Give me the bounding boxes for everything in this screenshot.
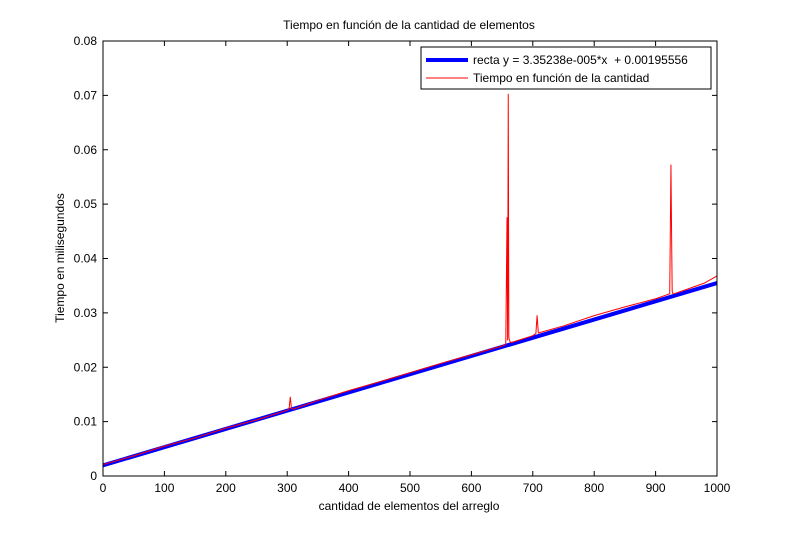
legend-label-fit: recta y = 3.35238e-005*x + 0.00195556 xyxy=(473,53,688,67)
y-axis-label: Tiempo en milisegundos xyxy=(53,193,67,323)
y-tick-label: 0.01 xyxy=(74,415,98,429)
y-tick-label: 0.05 xyxy=(74,197,98,211)
x-tick-label: 300 xyxy=(277,481,297,495)
x-tick-label: 500 xyxy=(400,481,420,495)
x-tick-label: 800 xyxy=(584,481,604,495)
legend-label-measured: Tiempo en función de la cantidad xyxy=(473,71,649,85)
y-tick-label: 0.03 xyxy=(74,306,98,320)
x-tick-label: 700 xyxy=(523,481,543,495)
chart-title: Tiempo en función de la cantidad de elem… xyxy=(283,18,535,32)
legend-box xyxy=(420,46,712,90)
y-tick-label: 0.06 xyxy=(74,143,98,157)
series-line-measured xyxy=(102,93,718,466)
x-tick-label: 100 xyxy=(154,481,174,495)
plot-area xyxy=(103,41,717,476)
y-tick-label: 0.02 xyxy=(74,360,98,374)
legend: recta y = 3.35238e-005*x + 0.00195556 Ti… xyxy=(420,46,712,90)
x-tick-label: 200 xyxy=(216,481,236,495)
x-axis: 0 100 200 300 400 500 600 700 800 900 1000 xyxy=(100,41,731,495)
x-tick-label: 900 xyxy=(646,481,666,495)
x-tick-label: 400 xyxy=(339,481,359,495)
y-tick-label: 0.04 xyxy=(74,252,98,266)
x-tick-label: 0 xyxy=(100,481,107,495)
y-tick-label: 0 xyxy=(90,469,97,483)
y-tick-label: 0.08 xyxy=(74,34,98,48)
y-tick-label: 0.07 xyxy=(74,88,98,102)
series-layer xyxy=(102,93,718,468)
x-tick-label: 600 xyxy=(461,481,481,495)
x-axis-label: cantidad de elementos del arreglo xyxy=(319,499,500,513)
y-axis: 0 0.01 0.02 0.03 0.04 0.05 0.06 0.07 0.08 xyxy=(74,34,717,483)
x-tick-label: 1000 xyxy=(704,481,731,495)
